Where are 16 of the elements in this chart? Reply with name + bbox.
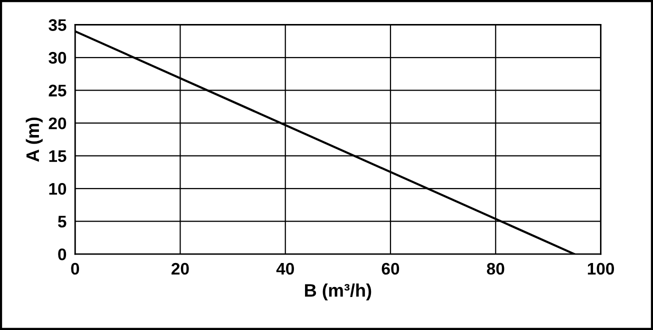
- x-tick-label: 100: [588, 262, 614, 275]
- y-tick-label: 35: [48, 19, 66, 31]
- x-tick-label: 40: [276, 262, 294, 275]
- y-tick-label: 5: [58, 216, 66, 228]
- y-tick-label: 15: [49, 150, 66, 162]
- y-tick-label: 25: [48, 84, 66, 96]
- y-tick-label: 20: [48, 117, 66, 130]
- x-tick-label: 0: [71, 262, 80, 275]
- x-tick-label: 80: [486, 262, 504, 275]
- x-tick-label: 20: [172, 262, 189, 275]
- y-tick-label: 30: [48, 52, 66, 64]
- x-tick-label: 60: [382, 262, 400, 275]
- x-axis-title: B (m³/h): [305, 284, 372, 300]
- y-axis-title: A (m): [26, 118, 43, 162]
- y-tick-label: 10: [49, 182, 66, 195]
- y-tick-label: 0: [58, 248, 66, 260]
